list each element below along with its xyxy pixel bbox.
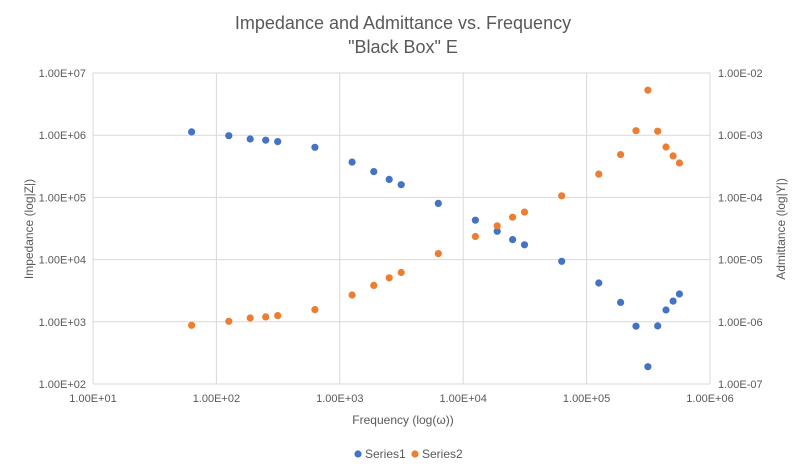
- data-point: [385, 274, 393, 282]
- data-point: [370, 168, 378, 176]
- data-point: [508, 236, 517, 244]
- data-point: [617, 151, 625, 159]
- data-point: [595, 170, 603, 178]
- y2-tick-label: 1.00E-05: [718, 255, 763, 267]
- x-axis-title: Frequency (log(ω)): [352, 413, 453, 427]
- y-axis-title: Impedance (log|Z|): [22, 179, 36, 279]
- y2-axis-ticks: 1.00E-07 1.00E-06 1.00E-05 1.00E-04 1.00E-03…: [718, 68, 763, 391]
- data-point: [471, 232, 479, 241]
- data-point: [493, 227, 501, 235]
- chart-title: Impedance and Admittance vs. Frequency: [235, 13, 571, 33]
- y-tick-label: 1.00E+07: [39, 68, 86, 80]
- data-point: [662, 143, 670, 151]
- x-tick-label: 1.00E+01: [69, 393, 116, 405]
- data-point: [385, 175, 393, 183]
- data-point: [348, 158, 356, 166]
- data-point: [311, 306, 319, 314]
- y-tick-label: 1.00E+06: [39, 130, 86, 142]
- x-tick-label: 1.00E+05: [563, 393, 610, 405]
- data-point: [654, 127, 662, 135]
- data-point: [595, 279, 603, 287]
- chart-subtitle: "Black Box" E: [348, 37, 458, 57]
- data-point: [397, 181, 405, 189]
- series-series2: [188, 86, 684, 329]
- legend-label-series2: Series2: [422, 447, 463, 461]
- data-point: [644, 86, 652, 94]
- data-point: [662, 306, 670, 314]
- data-point: [262, 136, 270, 144]
- data-point: [632, 127, 640, 135]
- y-axis-ticks: 1.00E+02 1.00E+03 1.00E+04 1.00E+05 1.00E+06…: [39, 68, 86, 391]
- data-point: [370, 281, 378, 289]
- data-point: [508, 213, 517, 221]
- legend-marker-series1: [354, 450, 362, 458]
- y-tick-label: 1.00E+02: [39, 379, 86, 391]
- data-point: [675, 159, 684, 167]
- data-point: [644, 363, 652, 371]
- legend: Series1 Series2: [354, 447, 463, 461]
- legend-label-series1: Series1: [365, 447, 406, 461]
- y-tick-label: 1.00E+03: [39, 317, 86, 329]
- data-points: [188, 86, 684, 371]
- data-point: [669, 297, 677, 305]
- data-point: [397, 268, 405, 277]
- y2-tick-label: 1.00E-02: [718, 68, 763, 80]
- data-point: [617, 298, 625, 306]
- data-point: [188, 128, 196, 136]
- y2-tick-label: 1.00E-06: [718, 317, 763, 329]
- data-point: [246, 314, 254, 322]
- data-point: [558, 257, 566, 265]
- data-point: [246, 135, 254, 143]
- y2-tick-label: 1.00E-03: [718, 130, 763, 142]
- data-point: [434, 250, 442, 258]
- data-point: [520, 241, 529, 249]
- data-point: [274, 138, 282, 146]
- data-point: [493, 222, 501, 230]
- y2-axis-title: Admittance (log|Y|): [774, 178, 788, 280]
- data-point: [225, 317, 233, 325]
- data-point: [471, 216, 479, 224]
- data-point: [225, 132, 233, 140]
- x-tick-label: 1.00E+06: [686, 393, 733, 405]
- y-tick-label: 1.00E+05: [39, 192, 86, 204]
- data-point: [669, 152, 677, 160]
- legend-marker-series2: [411, 450, 419, 458]
- y2-tick-label: 1.00E-04: [718, 192, 763, 204]
- data-point: [675, 290, 684, 298]
- data-point: [558, 192, 566, 200]
- gridlines: [92, 72, 711, 385]
- x-tick-label: 1.00E+02: [193, 393, 240, 405]
- series-series1: [188, 128, 684, 371]
- data-point: [434, 199, 442, 207]
- data-point: [311, 143, 319, 151]
- data-point: [262, 313, 270, 321]
- data-point: [188, 321, 196, 329]
- x-axis-ticks: 1.00E+01 1.00E+02 1.00E+03 1.00E+04 1.00E+05…: [69, 393, 733, 405]
- data-point: [520, 208, 529, 216]
- x-tick-label: 1.00E+03: [316, 393, 363, 405]
- data-point: [654, 322, 662, 330]
- data-point: [348, 291, 356, 299]
- data-point: [632, 322, 640, 330]
- y2-tick-label: 1.00E-07: [718, 379, 763, 391]
- x-tick-label: 1.00E+04: [439, 393, 486, 405]
- y-tick-label: 1.00E+04: [39, 255, 86, 267]
- data-point: [274, 312, 282, 320]
